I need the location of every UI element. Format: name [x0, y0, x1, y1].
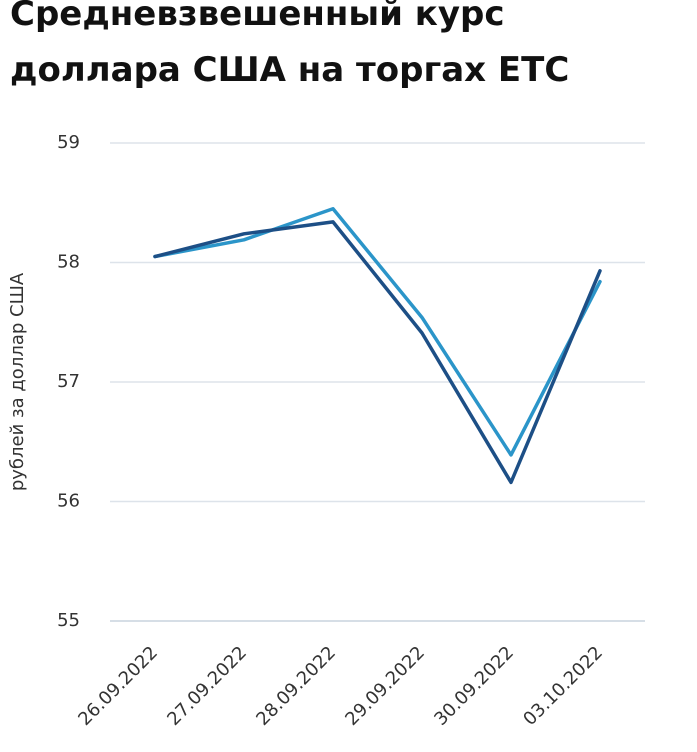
x-tick-label: 26.09.2022: [74, 642, 162, 730]
y-tick-label: 58: [57, 252, 80, 273]
line: [153, 206, 602, 457]
y-tick-label: 56: [57, 491, 80, 512]
x-tick-label: 28.09.2022: [252, 642, 340, 730]
y-tick-label: 55: [57, 610, 80, 631]
x-tick-label: 03.10.2022: [519, 642, 607, 730]
line: [153, 220, 602, 485]
y-tick-label: 59: [57, 132, 80, 153]
chart-title: Средневзвешенный курс доллара США на тор…: [10, 0, 570, 90]
y-tick-label: 57: [57, 371, 80, 392]
x-tick-label: 30.09.2022: [430, 642, 518, 730]
x-tick-label: 29.09.2022: [341, 642, 429, 730]
y-axis-label: рублей за доллар США: [7, 272, 28, 491]
x-tick-label: 27.09.2022: [163, 642, 251, 730]
